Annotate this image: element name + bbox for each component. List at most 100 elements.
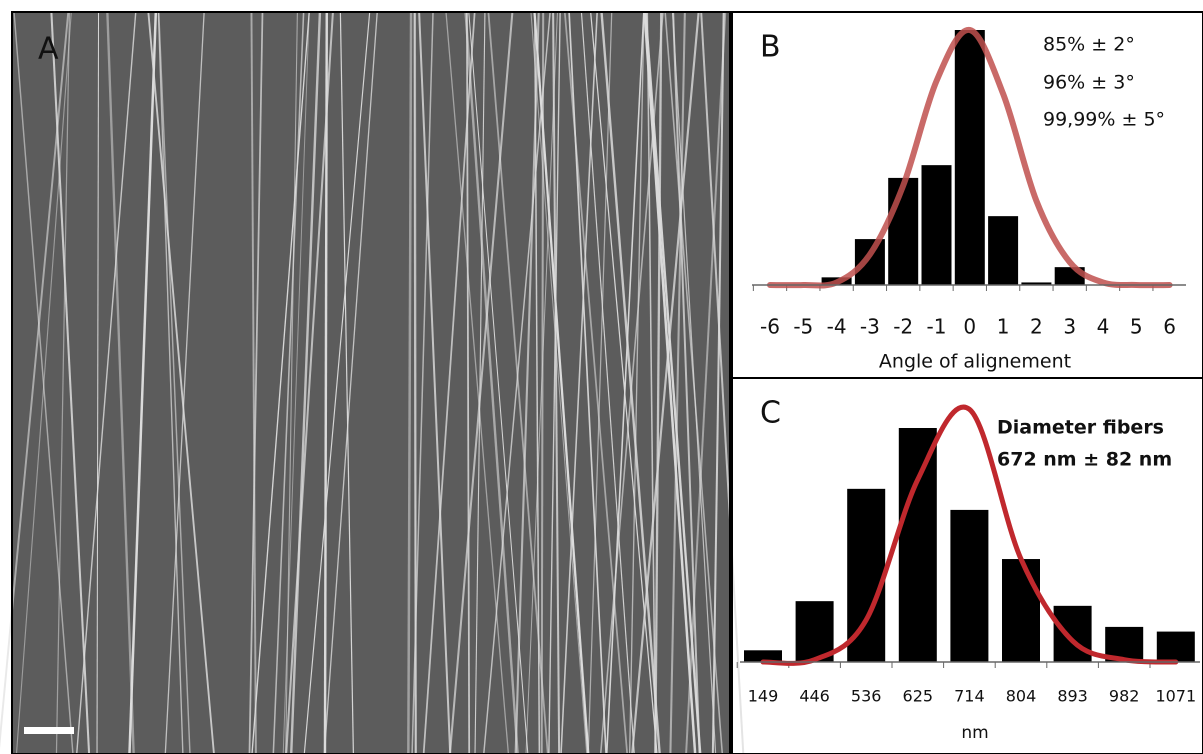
annotation: Diameter fibers <box>997 417 1164 439</box>
bar <box>898 428 937 662</box>
fiber <box>50 11 91 754</box>
fiber <box>711 11 725 754</box>
scale-bar <box>24 727 74 734</box>
fiber <box>128 11 158 754</box>
x-tick-label: 5 <box>1130 315 1143 339</box>
fiber <box>552 11 561 754</box>
fiber <box>164 11 205 754</box>
fiber <box>106 11 135 754</box>
fiber <box>448 11 514 754</box>
fiber <box>147 11 215 754</box>
fiber <box>157 11 184 754</box>
bar <box>950 509 989 662</box>
x-tick-label: 6 <box>1163 315 1176 339</box>
bar <box>744 650 782 662</box>
fiber <box>568 11 607 754</box>
bar <box>888 177 919 285</box>
x-tick-label: 625 <box>903 687 934 706</box>
x-tick-label: 536 <box>851 687 882 706</box>
bar <box>1053 605 1092 662</box>
fiber <box>643 11 697 754</box>
fiber <box>248 11 264 754</box>
annotation: 99,99% ± 5° <box>1043 109 1165 131</box>
x-axis-label: nm <box>961 723 988 743</box>
fiber <box>96 11 100 754</box>
fiber <box>407 11 413 754</box>
annotation: 85% ± 2° <box>1043 34 1135 56</box>
fiber <box>644 11 702 754</box>
fiber <box>664 11 724 754</box>
fiber <box>474 11 486 754</box>
fiber <box>605 11 645 754</box>
fiber <box>631 11 700 754</box>
fiber <box>483 11 551 754</box>
fiber <box>646 11 657 754</box>
fiber <box>251 11 310 754</box>
fiber <box>548 11 561 754</box>
x-tick-label: 4 <box>1097 315 1110 339</box>
panel-a-border <box>11 11 731 754</box>
fiber <box>590 11 658 754</box>
bar <box>1021 282 1052 285</box>
x-axis-label: Angle of alignement <box>879 351 1071 373</box>
fiber <box>514 11 540 754</box>
fiber <box>672 11 701 754</box>
x-tick-label: 804 <box>1006 687 1037 706</box>
fiber <box>158 11 191 754</box>
bar <box>854 239 885 285</box>
panel-label: A <box>38 32 59 67</box>
fiber <box>587 11 613 754</box>
fiber <box>285 11 334 754</box>
bar <box>988 216 1019 285</box>
fiber <box>533 11 590 754</box>
fit-curve <box>760 404 1179 666</box>
x-tick-label: -2 <box>893 315 913 339</box>
x-tick-label: 982 <box>1109 687 1140 706</box>
fiber <box>323 11 378 754</box>
fiber <box>418 11 452 754</box>
x-tick-label: 149 <box>748 687 779 706</box>
panel-c-border <box>731 377 1203 754</box>
fit-curve <box>767 27 1173 289</box>
bar <box>847 488 886 662</box>
x-tick-label: -6 <box>760 315 780 339</box>
x-tick-label: -5 <box>793 315 813 339</box>
fiber <box>487 11 549 754</box>
fiber <box>15 11 72 754</box>
fiber <box>464 11 519 754</box>
panel-label: B <box>760 30 781 65</box>
annotation: 672 nm ± 82 nm <box>997 449 1172 471</box>
bar <box>1156 631 1195 662</box>
sem-image <box>0 11 745 754</box>
fiber <box>323 11 328 754</box>
x-tick-label: 2 <box>1030 315 1043 339</box>
fiber <box>339 11 354 754</box>
fiber <box>445 11 510 754</box>
fiber <box>422 11 476 754</box>
panel-label: C <box>760 396 781 431</box>
bar <box>921 165 952 285</box>
fiber <box>530 11 588 754</box>
annotation: 96% ± 3° <box>1043 72 1135 94</box>
x-tick-label: 1071 <box>1155 687 1196 706</box>
fiber <box>700 11 745 754</box>
x-tick-label: 3 <box>1063 315 1076 339</box>
x-tick-label: -4 <box>827 315 847 339</box>
x-tick-label: 714 <box>954 687 985 706</box>
fiber <box>272 11 305 754</box>
x-tick-label: 1 <box>997 315 1010 339</box>
fiber <box>628 11 645 754</box>
fiber <box>290 11 322 754</box>
fiber <box>654 11 663 754</box>
bar <box>954 30 985 285</box>
bar <box>1002 559 1040 662</box>
fiber <box>685 11 727 754</box>
fiber <box>75 11 137 754</box>
fiber <box>669 11 686 754</box>
fiber <box>55 11 71 754</box>
fiber <box>282 11 310 754</box>
fiber <box>250 11 257 754</box>
fiber <box>560 11 598 754</box>
fiber <box>580 11 635 754</box>
